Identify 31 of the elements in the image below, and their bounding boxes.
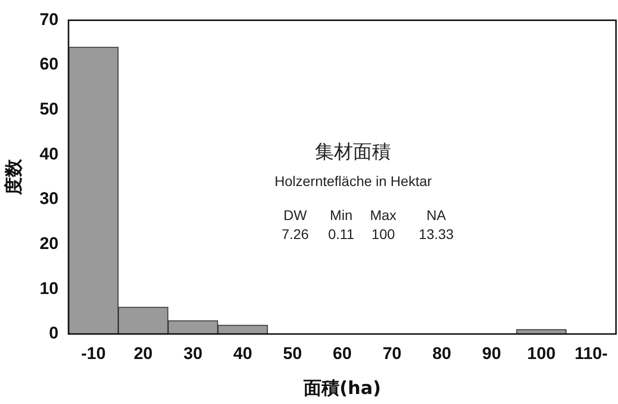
annotation: 13.33 — [418, 226, 454, 242]
y-tick-label: 60 — [40, 54, 59, 74]
x-axis-title: 面積(ha) — [302, 378, 381, 399]
x-tick-label: 70 — [382, 344, 402, 363]
y-tick-label: 20 — [40, 234, 59, 254]
x-tick-label: 30 — [183, 344, 202, 363]
annotation: DW — [284, 207, 308, 224]
x-tick-label: 20 — [134, 344, 153, 363]
x-tick-label: 110- — [574, 344, 608, 363]
annotation: Holzerntefläche in Hektar — [274, 173, 432, 190]
x-tick-label: -10 — [81, 344, 106, 363]
y-axis-title: 度数 — [3, 158, 24, 196]
annotation: 7.26 — [282, 226, 310, 242]
x-tick-label: 90 — [482, 344, 502, 363]
y-tick-label: 30 — [40, 189, 59, 208]
annotation: 集材面積 — [315, 141, 392, 164]
y-tick-label: 10 — [40, 278, 59, 298]
y-tick-label: 0 — [49, 324, 59, 343]
annotation: 0.11 — [328, 226, 355, 242]
annotation: NA — [426, 207, 447, 224]
x-tick-label: 50 — [283, 344, 302, 363]
x-tick-label: 60 — [332, 344, 352, 363]
y-tick-label: 70 — [40, 10, 59, 29]
y-tick-label: 50 — [40, 100, 59, 119]
x-tick-label: 80 — [432, 344, 452, 363]
x-tick-label: 100 — [527, 344, 556, 363]
annotation: Max — [370, 207, 396, 224]
annotation: 100 — [372, 226, 396, 242]
x-tick-label: 40 — [233, 344, 252, 363]
annotation: Min — [330, 207, 352, 224]
y-tick-label: 40 — [40, 144, 59, 164]
